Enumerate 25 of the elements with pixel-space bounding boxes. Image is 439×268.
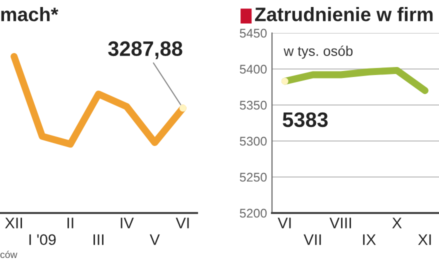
y-tick-label: 5450 (240, 28, 267, 38)
y-tick-label: 5250 (240, 172, 267, 182)
y-tick-label: 5200 (240, 208, 267, 218)
y-tick-label: 5300 (240, 136, 267, 146)
x-tick-label: XII (5, 218, 22, 228)
annotation: w tys. osób (284, 46, 353, 59)
x-tick-label: VI (176, 218, 189, 228)
y-tick-label: 5400 (240, 64, 267, 74)
x-tick-label: IV (120, 218, 134, 228)
x-tick-label: II (68, 218, 74, 228)
annotation: 3287,88 (108, 41, 182, 60)
text: ców (0, 250, 18, 258)
x-tick-label: VII (304, 234, 321, 245)
y-tick-label: 5350 (240, 100, 267, 110)
chart-title: Zatrudnienie w firm (255, 7, 433, 22)
x-tick-label: XI (418, 234, 431, 245)
x-tick-label: X (392, 218, 402, 228)
chart-title: mach* (1, 7, 58, 22)
x-tick-label: VIII (330, 218, 351, 228)
x-tick-label: III (94, 234, 104, 245)
x-tick-label: VI (278, 218, 291, 228)
x-tick-label: I '09 (29, 234, 56, 246)
x-tick-label: IX (363, 234, 376, 245)
x-tick-label: V (150, 234, 160, 245)
data-label: 5383 (282, 112, 328, 128)
